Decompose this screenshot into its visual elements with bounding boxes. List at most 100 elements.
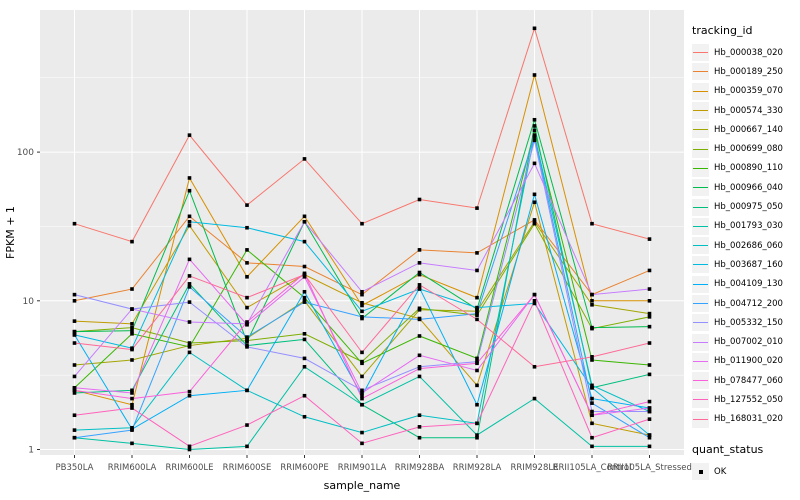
data-point [475, 402, 479, 407]
data-point [187, 285, 192, 289]
data-point [475, 421, 479, 426]
legend-key-line-icon [692, 63, 709, 81]
data-point [72, 391, 77, 395]
data-point [590, 413, 594, 418]
legend-key-line-icon [692, 237, 709, 255]
legend-item-Hb_000038_020: Hb_000038_020 [692, 43, 798, 62]
legend-title-quant-status: quant_status [692, 442, 764, 456]
data-point [360, 374, 364, 379]
data-point [187, 447, 192, 452]
data-point [130, 428, 134, 432]
x-tick-label: PB350LA [56, 463, 94, 473]
data-point [532, 26, 537, 31]
data-point [72, 385, 77, 390]
data-point [130, 358, 134, 362]
data-point [647, 299, 652, 303]
y-tick-label: 1 [28, 446, 34, 456]
data-point [475, 368, 479, 373]
data-point [130, 307, 134, 311]
legend-item-label: Hb_000359_070 [714, 86, 783, 97]
legend-item-Hb_078477_060: Hb_078477_060 [692, 371, 798, 390]
legend-key-line-icon [692, 352, 709, 370]
data-point [245, 345, 249, 349]
x-tick-label: RRIM928BA [395, 463, 445, 473]
data-point [590, 435, 594, 440]
data-point [187, 282, 192, 286]
data-point [302, 295, 307, 300]
data-point [360, 393, 364, 398]
data-point [532, 117, 537, 122]
data-point [590, 302, 594, 307]
legend-key-line-icon [692, 179, 709, 197]
data-point [417, 425, 422, 429]
data-point [647, 433, 652, 437]
legend-key-line-icon [692, 333, 709, 351]
data-point [245, 320, 249, 324]
data-point [417, 317, 422, 322]
data-point [130, 239, 134, 244]
data-point [590, 421, 594, 426]
data-point [417, 374, 422, 379]
legend-key-line-icon [692, 140, 709, 158]
data-point [187, 444, 192, 449]
data-point [590, 396, 594, 401]
data-point [302, 239, 307, 244]
data-point [72, 319, 77, 323]
data-point [647, 268, 652, 273]
data-point [417, 261, 422, 265]
data-point [590, 385, 594, 390]
data-point [532, 301, 537, 306]
data-point [647, 435, 652, 440]
data-point [360, 388, 364, 393]
data-point [302, 289, 307, 294]
data-point [72, 299, 77, 303]
legend-key-line-icon [692, 256, 709, 274]
legend-item-label: Hb_127552_050 [714, 394, 783, 405]
data-point [130, 402, 134, 407]
data-point [360, 300, 364, 305]
data-point [130, 322, 134, 326]
data-point [360, 430, 364, 435]
data-point [417, 364, 422, 369]
data-point [72, 435, 77, 440]
data-point [72, 413, 77, 418]
legend-key-line-icon [692, 372, 709, 390]
legend-item-label: Hb_002686_060 [714, 240, 783, 251]
legend-key-line-icon [692, 314, 709, 332]
legend-item-ok: OK [692, 462, 798, 481]
legend-key-line-icon [692, 295, 709, 312]
legend-item-Hb_005332_150: Hb_005332_150 [692, 313, 798, 332]
data-point [360, 391, 364, 395]
legend-item-label: Hb_000038_020 [714, 47, 783, 58]
data-point [187, 176, 192, 180]
data-point [475, 251, 479, 255]
legend-key-line-icon [692, 121, 709, 139]
legend-panel: tracking_id Hb_000038_020 Hb_000189_250 Hb… [692, 24, 798, 481]
data-point [302, 214, 307, 219]
data-point [532, 138, 537, 143]
x-tick-label: RRIM600SE [223, 463, 272, 473]
y-tick-label: 100 [17, 148, 34, 158]
legend-item-Hb_000975_050: Hb_000975_050 [692, 197, 798, 216]
data-point [130, 388, 134, 393]
data-point [187, 133, 192, 137]
legend-key-line-icon [692, 217, 709, 235]
data-point [590, 401, 594, 405]
data-point [532, 124, 537, 128]
y-axis-title: FPKM + 1 [4, 206, 17, 259]
data-point [590, 325, 594, 330]
data-point [475, 305, 479, 310]
legend-item-Hb_000890_110: Hb_000890_110 [692, 159, 798, 178]
data-point [475, 361, 479, 366]
legend-item-Hb_011900_020: Hb_011900_020 [692, 352, 798, 371]
quant-status-ok-key-icon [692, 463, 709, 481]
data-point [647, 341, 652, 345]
legend-key-line-icon [692, 198, 709, 216]
data-point [417, 413, 422, 418]
legend-items: Hb_000038_020 Hb_000189_250 Hb_000359_070 H… [692, 43, 798, 429]
data-point [532, 219, 537, 224]
legend-item-label: Hb_011900_020 [714, 356, 783, 367]
data-point [417, 353, 422, 358]
